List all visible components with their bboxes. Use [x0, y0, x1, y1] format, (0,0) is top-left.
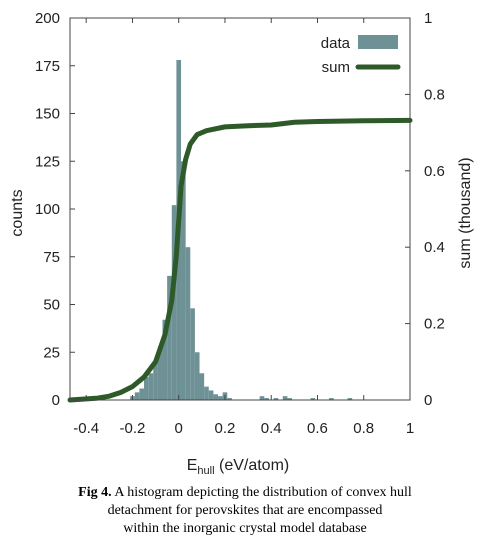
histogram-bar-25: [282, 396, 288, 400]
y2-tick-label: 0.2: [424, 316, 445, 333]
histogram-bar-7: [162, 319, 168, 400]
histogram-bar-11: [181, 161, 186, 400]
x-tick-label: 0.2: [215, 420, 236, 437]
y-tick-label: 200: [35, 10, 60, 27]
x-axis-ticks: -0.4 -0.2 0 0.2 0.4 0.6 0.8 1: [73, 18, 414, 437]
histogram-bar-28: [329, 398, 334, 400]
histogram-bar-13: [190, 308, 195, 400]
y-tick-label: 100: [35, 201, 60, 218]
histogram-bar-29: [347, 398, 353, 400]
histogram-chart: -0.4 -0.2 0 0.2 0.4 0.6 0.8 1 0 25 50 75 100 125 150 1…: [9, 10, 474, 477]
x-axis-label-main: E: [187, 457, 198, 474]
y2-tick-label: 0.6: [424, 163, 445, 180]
caption-label: Fig 4.: [78, 485, 112, 500]
caption-text-1: A histogram depicting the distribution o…: [111, 485, 412, 500]
histogram-bar-14: [194, 352, 200, 400]
histogram-bar-15: [199, 373, 205, 400]
y-tick-label: 175: [35, 58, 60, 75]
y2-tick-label: 0.8: [424, 86, 445, 103]
histogram-bar-27: [310, 398, 316, 400]
caption-line-1: Fig 4. A histogram depicting the distrib…: [20, 484, 470, 502]
histogram-bar-17: [208, 390, 214, 400]
histogram-bar-1: [134, 392, 140, 400]
y2-axis-ticks: 0 0.2 0.4 0.6 0.8 1: [405, 10, 445, 409]
x-tick-label: 0.4: [261, 420, 282, 437]
plot-frame: [69, 17, 411, 401]
x-axis-label-sub: hull: [197, 465, 214, 477]
x-axis-label: Ehull (eV/atom): [187, 457, 289, 477]
y2-tick-label: 1: [424, 10, 432, 27]
x-tick-label: 1: [406, 420, 414, 437]
caption-line-3: within the inorganic crystal model datab…: [123, 521, 367, 536]
histogram-bar-24: [273, 398, 279, 400]
x-tick-label: -0.4: [73, 420, 99, 437]
x-tick-label: 0.6: [307, 420, 328, 437]
x-tick-label: 0: [175, 420, 183, 437]
histogram-bar-22: [259, 396, 265, 400]
y-tick-label: 50: [43, 297, 60, 314]
histogram-bar-2: [139, 388, 145, 400]
histogram-bar-26: [287, 398, 293, 400]
histogram-bar-9: [171, 205, 177, 400]
histogram-bar-8: [167, 275, 172, 400]
x-tick-label: 0.8: [353, 420, 374, 437]
histogram-bar-18: [213, 394, 219, 400]
y2-axis-label: sum (thousand): [457, 157, 474, 268]
histogram-bar-16: [204, 386, 209, 400]
histogram-bars: [130, 60, 353, 401]
y-tick-label: 125: [35, 153, 60, 170]
figure-caption: Fig 4. A histogram depicting the distrib…: [20, 484, 470, 538]
y-axis-label: counts: [9, 189, 26, 236]
y-tick-label: 0: [52, 392, 60, 409]
histogram-bar-6: [157, 346, 163, 400]
histogram-bar-23: [264, 398, 269, 400]
legend: data sum: [321, 35, 401, 76]
caption-line-2: detachment for perovskites that are enco…: [107, 503, 383, 518]
legend-label-sum: sum: [322, 59, 350, 76]
y2-tick-label: 0: [424, 392, 432, 409]
cumulative-sum-line: [67, 117, 413, 403]
y2-tick-label: 0.4: [424, 239, 445, 256]
y-axis-ticks: 0 25 50 75 100 125 150 175 200: [35, 10, 75, 409]
y-tick-label: 150: [35, 106, 60, 123]
legend-swatch-data: [358, 35, 398, 49]
y-tick-label: 25: [43, 344, 60, 361]
y-tick-label: 75: [43, 249, 60, 266]
x-axis-label-tail: (eV/atom): [215, 457, 290, 474]
histogram-bar-12: [185, 247, 191, 400]
histogram-bar-19: [218, 396, 223, 400]
histogram-bar-4: [148, 373, 154, 400]
x-tick-label: -0.2: [120, 420, 146, 437]
histogram-bar-21: [227, 398, 232, 400]
legend-label-data: data: [321, 35, 351, 52]
histogram-bar-3: [144, 377, 149, 400]
histogram-bar-5: [153, 361, 158, 400]
